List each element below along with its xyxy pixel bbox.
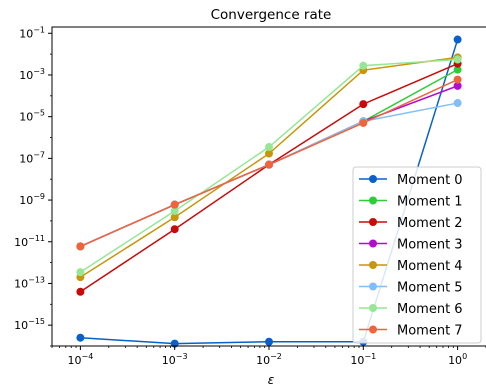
data-point	[170, 200, 179, 209]
legend-item: Moment 1	[359, 195, 463, 210]
y-tick-label: 10−1	[19, 25, 45, 40]
legend-item: Moment 7	[359, 324, 463, 339]
legend-swatch-marker	[369, 325, 377, 334]
data-point	[170, 206, 179, 215]
legend-item: Moment 3	[359, 238, 463, 253]
data-point	[76, 268, 85, 277]
data-point	[170, 225, 179, 234]
y-tick-label: 10−9	[19, 192, 45, 207]
data-point	[359, 61, 368, 70]
legend-swatch-marker	[369, 196, 377, 205]
data-point	[76, 333, 85, 342]
data-point	[76, 287, 85, 296]
x-tick-label: 10−1	[350, 352, 376, 367]
data-point	[453, 35, 462, 44]
data-point	[265, 149, 273, 158]
data-point	[76, 242, 85, 251]
data-point	[265, 160, 273, 169]
y-tick-label: 10−3	[19, 67, 45, 82]
data-point	[170, 213, 179, 222]
legend-item: Moment 0	[359, 173, 463, 188]
legend-label: Moment 3	[397, 238, 463, 253]
data-point	[453, 99, 462, 108]
data-point	[453, 75, 462, 84]
series-moment-6	[76, 55, 462, 277]
x-tick-label: 10−3	[162, 352, 188, 367]
series-layer	[76, 35, 462, 348]
legend-item: Moment 5	[359, 281, 463, 296]
data-point	[359, 118, 368, 127]
legend-swatch-marker	[369, 239, 377, 248]
legend-label: Moment 1	[397, 195, 463, 210]
legend-swatch-marker	[369, 218, 377, 226]
data-point	[359, 100, 368, 109]
legend-swatch-marker	[369, 175, 377, 183]
legend-label: Moment 2	[397, 216, 463, 231]
plot-frame	[51, 26, 486, 347]
y-axis: 10−15 10−13 10−11 10−9 10−7 10−5 10−3 10−1	[14, 25, 52, 347]
y-tick-label: 10−5	[19, 109, 45, 124]
x-axis-label: ε	[268, 373, 275, 387]
y-tick-label: 10−13	[14, 275, 45, 290]
x-tick-label: 10−4	[67, 352, 93, 367]
legend-item: Moment 6	[359, 302, 463, 317]
x-tick-label: 100	[448, 352, 467, 367]
legend: Moment 0 Moment 1 Moment 2 Moment 3 Moment 4…	[352, 166, 482, 344]
data-point	[453, 65, 462, 74]
legend-label: Moment 6	[397, 302, 463, 317]
y-tick-label: 10−11	[14, 234, 45, 249]
legend-label: Moment 5	[397, 281, 463, 296]
legend-item: Moment 2	[359, 216, 463, 231]
data-point	[265, 143, 273, 152]
chart-title: Convergence rate	[211, 7, 332, 23]
y-tick-label: 10−7	[19, 150, 45, 165]
data-point	[265, 337, 273, 346]
y-tick-label: 10−15	[14, 317, 45, 332]
legend-swatch-marker	[369, 261, 377, 269]
data-point	[453, 55, 462, 64]
series-moment-7	[76, 75, 462, 251]
data-point	[453, 81, 462, 90]
legend-label: Moment 4	[397, 259, 463, 274]
legend-box	[352, 166, 482, 344]
legend-label: Moment 7	[397, 324, 463, 339]
legend-label: Moment 0	[397, 173, 463, 188]
x-tick-label: 10−2	[256, 352, 282, 367]
legend-swatch-marker	[369, 282, 377, 291]
legend-item: Moment 4	[359, 259, 463, 274]
legend-swatch-marker	[369, 304, 377, 312]
x-axis: 10−4 10−3 10−2 10−1 100	[51, 346, 486, 367]
